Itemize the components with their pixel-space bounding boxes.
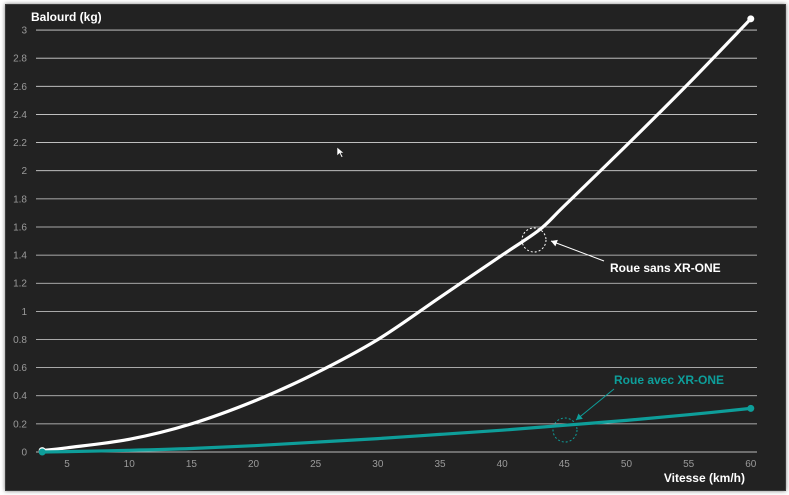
y-tick-label: 1.8 bbox=[13, 194, 27, 205]
y-tick-label: 1.6 bbox=[13, 222, 27, 233]
arrowhead-icon bbox=[576, 413, 583, 420]
x-tick-label: 50 bbox=[621, 459, 633, 470]
y-tick-label: 2 bbox=[21, 166, 27, 177]
mouse-cursor-icon bbox=[336, 146, 345, 158]
annotation-arrow bbox=[575, 388, 615, 421]
series-line bbox=[40, 17, 753, 453]
annotation-highlight-circle bbox=[521, 227, 547, 253]
y-tick-label: 0.6 bbox=[13, 363, 27, 374]
chart-frame: 0 0.2 0.4 0.6 0.8 1 1.2 1.4 1.6 1.8 2 2.2 2.4 2.6 2.8 3… bbox=[5, 4, 786, 491]
y-tick-label: 0.4 bbox=[13, 391, 27, 402]
grid-lines bbox=[36, 29, 757, 425]
series-start-point bbox=[38, 448, 46, 456]
y-axis-ticks: 0 0.2 0.4 0.6 0.8 1 1.2 1.4 1.6 1.8 2 2.2 2.4 2.6 2.8 3 bbox=[13, 26, 27, 459]
x-tick-label: 60 bbox=[745, 459, 757, 470]
x-tick-label: 25 bbox=[310, 459, 322, 470]
y-tick-label: 1 bbox=[21, 307, 27, 318]
x-tick-label: 40 bbox=[497, 459, 509, 470]
y-axis-title: Balourd (kg) bbox=[31, 10, 102, 24]
arrowhead-icon bbox=[551, 239, 558, 247]
x-tick-label: 15 bbox=[186, 459, 198, 470]
annotation-highlight-circle bbox=[552, 417, 578, 443]
annotation-arrow bbox=[550, 240, 605, 262]
y-tick-label: 0 bbox=[21, 448, 27, 459]
x-tick-label: 45 bbox=[559, 459, 571, 470]
annotation-label: Roue sans XR-ONE bbox=[610, 261, 721, 275]
series-end-point bbox=[747, 404, 755, 412]
x-axis-title: Vitesse (km/h) bbox=[664, 471, 745, 485]
series-lines bbox=[38, 15, 755, 456]
series-line bbox=[40, 406, 753, 454]
x-tick-label: 55 bbox=[683, 459, 695, 470]
y-tick-label: 1.2 bbox=[13, 279, 27, 290]
y-tick-label: 3 bbox=[21, 26, 27, 37]
y-tick-label: 2.4 bbox=[13, 110, 27, 121]
y-tick-label: 0.8 bbox=[13, 335, 27, 346]
x-tick-label: 35 bbox=[434, 459, 446, 470]
y-tick-label: 2.6 bbox=[13, 82, 27, 93]
x-tick-label: 30 bbox=[372, 459, 384, 470]
x-axis-ticks: 5 10 15 20 25 30 35 40 45 50 55 60 bbox=[64, 459, 756, 470]
x-tick-label: 20 bbox=[248, 459, 260, 470]
y-tick-label: 1.4 bbox=[13, 251, 27, 262]
y-tick-label: 2.2 bbox=[13, 138, 27, 149]
line-chart: 0 0.2 0.4 0.6 0.8 1 1.2 1.4 1.6 1.8 2 2.2 2.4 2.6 2.8 3… bbox=[13, 10, 757, 485]
annotation-label: Roue avec XR-ONE bbox=[614, 373, 724, 387]
y-tick-label: 2.8 bbox=[13, 54, 27, 65]
annotations: Roue sans XR-ONE Roue avec XR-ONE bbox=[521, 227, 724, 443]
series-end-point bbox=[747, 15, 755, 23]
x-tick-label: 10 bbox=[124, 459, 136, 470]
x-tick-label: 5 bbox=[64, 459, 70, 470]
y-tick-label: 0.2 bbox=[13, 419, 27, 430]
